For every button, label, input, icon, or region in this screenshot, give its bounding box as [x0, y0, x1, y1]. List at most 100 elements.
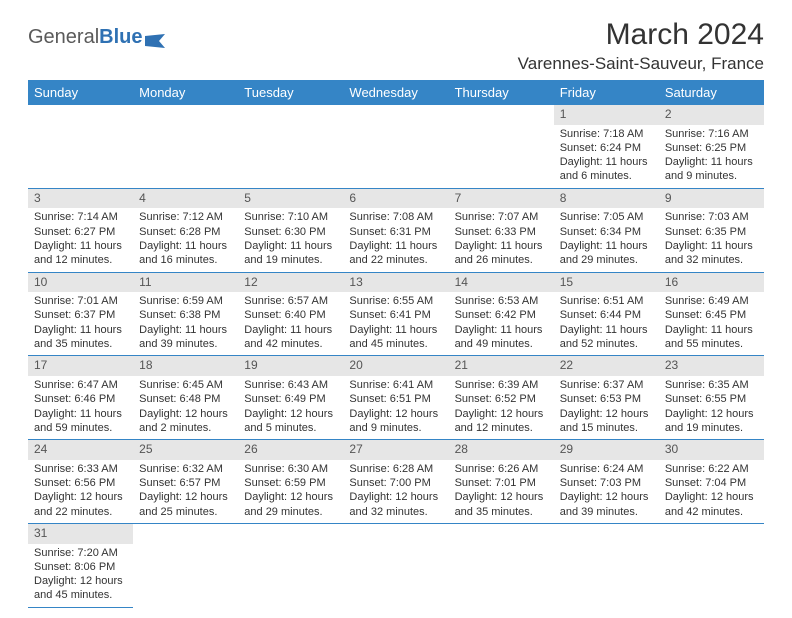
sunrise: Sunrise: 6:41 AM [349, 378, 442, 392]
day-number: 24 [28, 440, 133, 460]
day-number: 13 [343, 273, 448, 293]
month-title: March 2024 [518, 18, 764, 52]
calendar-cell: 28Sunrise: 6:26 AMSunset: 7:01 PMDayligh… [449, 440, 554, 524]
day-content: Sunrise: 6:59 AMSunset: 6:38 PMDaylight:… [133, 292, 238, 355]
day-content: Sunrise: 7:14 AMSunset: 6:27 PMDaylight:… [28, 208, 133, 271]
sunset: Sunset: 6:34 PM [560, 225, 653, 239]
sunrise: Sunrise: 6:57 AM [244, 294, 337, 308]
day-number: 6 [343, 189, 448, 209]
daylight: Daylight: 11 hours and 49 minutes. [455, 323, 548, 352]
sunrise: Sunrise: 7:12 AM [139, 210, 232, 224]
sunset: Sunset: 8:06 PM [34, 560, 127, 574]
sunset: Sunset: 6:57 PM [139, 476, 232, 490]
calendar-cell: 21Sunrise: 6:39 AMSunset: 6:52 PMDayligh… [449, 356, 554, 440]
sunrise: Sunrise: 6:51 AM [560, 294, 653, 308]
day-content: Sunrise: 7:10 AMSunset: 6:30 PMDaylight:… [238, 208, 343, 271]
day-number: 21 [449, 356, 554, 376]
day-number: 5 [238, 189, 343, 209]
sunrise: Sunrise: 6:53 AM [455, 294, 548, 308]
daylight: Daylight: 11 hours and 9 minutes. [665, 155, 758, 184]
sunset: Sunset: 6:42 PM [455, 308, 548, 322]
calendar-cell [133, 523, 238, 607]
sunset: Sunset: 6:40 PM [244, 308, 337, 322]
weekday-header: Saturday [659, 80, 764, 105]
weekday-header: Tuesday [238, 80, 343, 105]
sunrise: Sunrise: 7:03 AM [665, 210, 758, 224]
calendar-cell: 6Sunrise: 7:08 AMSunset: 6:31 PMDaylight… [343, 188, 448, 272]
calendar-row: 3Sunrise: 7:14 AMSunset: 6:27 PMDaylight… [28, 188, 764, 272]
calendar-row: 10Sunrise: 7:01 AMSunset: 6:37 PMDayligh… [28, 272, 764, 356]
daylight: Daylight: 12 hours and 2 minutes. [139, 407, 232, 436]
sunset: Sunset: 6:44 PM [560, 308, 653, 322]
day-content: Sunrise: 6:43 AMSunset: 6:49 PMDaylight:… [238, 376, 343, 439]
calendar-cell: 7Sunrise: 7:07 AMSunset: 6:33 PMDaylight… [449, 188, 554, 272]
sunset: Sunset: 6:53 PM [560, 392, 653, 406]
daylight: Daylight: 12 hours and 39 minutes. [560, 490, 653, 519]
day-number: 29 [554, 440, 659, 460]
day-content: Sunrise: 6:33 AMSunset: 6:56 PMDaylight:… [28, 460, 133, 523]
sunset: Sunset: 6:55 PM [665, 392, 758, 406]
sunset: Sunset: 7:03 PM [560, 476, 653, 490]
day-content: Sunrise: 6:53 AMSunset: 6:42 PMDaylight:… [449, 292, 554, 355]
day-number: 22 [554, 356, 659, 376]
day-content: Sunrise: 6:26 AMSunset: 7:01 PMDaylight:… [449, 460, 554, 523]
daylight: Daylight: 12 hours and 15 minutes. [560, 407, 653, 436]
daylight: Daylight: 11 hours and 32 minutes. [665, 239, 758, 268]
day-number: 17 [28, 356, 133, 376]
sunrise: Sunrise: 6:47 AM [34, 378, 127, 392]
calendar-cell [343, 523, 448, 607]
weekday-header: Thursday [449, 80, 554, 105]
calendar-cell: 24Sunrise: 6:33 AMSunset: 6:56 PMDayligh… [28, 440, 133, 524]
sunset: Sunset: 6:59 PM [244, 476, 337, 490]
daylight: Daylight: 11 hours and 42 minutes. [244, 323, 337, 352]
day-content: Sunrise: 6:28 AMSunset: 7:00 PMDaylight:… [343, 460, 448, 523]
day-content: Sunrise: 6:47 AMSunset: 6:46 PMDaylight:… [28, 376, 133, 439]
calendar-cell: 23Sunrise: 6:35 AMSunset: 6:55 PMDayligh… [659, 356, 764, 440]
day-number: 8 [554, 189, 659, 209]
sunrise: Sunrise: 6:30 AM [244, 462, 337, 476]
calendar-cell: 1Sunrise: 7:18 AMSunset: 6:24 PMDaylight… [554, 105, 659, 188]
day-number: 10 [28, 273, 133, 293]
sunset: Sunset: 6:41 PM [349, 308, 442, 322]
daylight: Daylight: 11 hours and 12 minutes. [34, 239, 127, 268]
daylight: Daylight: 12 hours and 25 minutes. [139, 490, 232, 519]
sunrise: Sunrise: 6:26 AM [455, 462, 548, 476]
calendar-cell: 27Sunrise: 6:28 AMSunset: 7:00 PMDayligh… [343, 440, 448, 524]
daylight: Daylight: 11 hours and 22 minutes. [349, 239, 442, 268]
day-number: 25 [133, 440, 238, 460]
day-number: 3 [28, 189, 133, 209]
day-content: Sunrise: 6:35 AMSunset: 6:55 PMDaylight:… [659, 376, 764, 439]
calendar-body: 1Sunrise: 7:18 AMSunset: 6:24 PMDaylight… [28, 105, 764, 607]
day-content: Sunrise: 6:39 AMSunset: 6:52 PMDaylight:… [449, 376, 554, 439]
sunrise: Sunrise: 7:18 AM [560, 127, 653, 141]
sunset: Sunset: 6:31 PM [349, 225, 442, 239]
day-content: Sunrise: 7:16 AMSunset: 6:25 PMDaylight:… [659, 125, 764, 188]
calendar-page: GeneralBlue March 2024 Varennes-Saint-Sa… [0, 0, 792, 618]
day-content: Sunrise: 6:55 AMSunset: 6:41 PMDaylight:… [343, 292, 448, 355]
daylight: Daylight: 12 hours and 32 minutes. [349, 490, 442, 519]
daylight: Daylight: 11 hours and 35 minutes. [34, 323, 127, 352]
sunrise: Sunrise: 6:35 AM [665, 378, 758, 392]
daylight: Daylight: 12 hours and 22 minutes. [34, 490, 127, 519]
day-content: Sunrise: 6:57 AMSunset: 6:40 PMDaylight:… [238, 292, 343, 355]
sunset: Sunset: 7:04 PM [665, 476, 758, 490]
daylight: Daylight: 11 hours and 6 minutes. [560, 155, 653, 184]
day-number: 26 [238, 440, 343, 460]
calendar-cell [449, 105, 554, 188]
sunrise: Sunrise: 7:07 AM [455, 210, 548, 224]
day-number: 20 [343, 356, 448, 376]
calendar-cell [238, 523, 343, 607]
day-number: 15 [554, 273, 659, 293]
day-number: 9 [659, 189, 764, 209]
day-content: Sunrise: 6:45 AMSunset: 6:48 PMDaylight:… [133, 376, 238, 439]
day-number: 28 [449, 440, 554, 460]
calendar-cell [449, 523, 554, 607]
daylight: Daylight: 12 hours and 35 minutes. [455, 490, 548, 519]
sunrise: Sunrise: 6:59 AM [139, 294, 232, 308]
day-content: Sunrise: 6:37 AMSunset: 6:53 PMDaylight:… [554, 376, 659, 439]
calendar-cell: 31Sunrise: 7:20 AMSunset: 8:06 PMDayligh… [28, 523, 133, 607]
sunset: Sunset: 6:49 PM [244, 392, 337, 406]
sunrise: Sunrise: 6:24 AM [560, 462, 653, 476]
sunset: Sunset: 6:35 PM [665, 225, 758, 239]
day-content: Sunrise: 7:18 AMSunset: 6:24 PMDaylight:… [554, 125, 659, 188]
